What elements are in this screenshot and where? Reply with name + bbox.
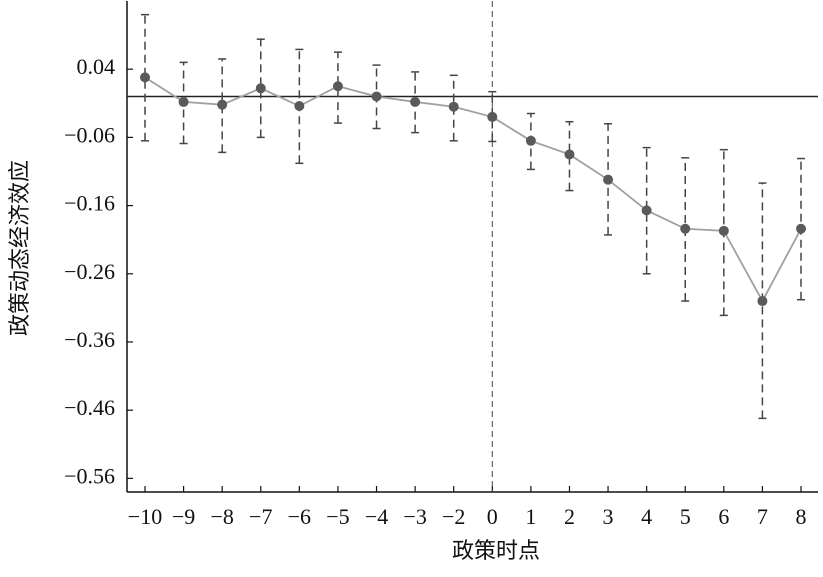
data-point <box>448 101 459 112</box>
x-tick-label: −3 <box>403 504 426 529</box>
x-tick-label: 1 <box>525 504 536 529</box>
data-point <box>603 174 614 185</box>
data-point <box>718 225 729 236</box>
x-tick-label: 5 <box>680 504 691 529</box>
y-tick-label: 0.04 <box>77 54 116 79</box>
data-point <box>140 72 150 83</box>
y-tick-label: −0.56 <box>64 463 115 488</box>
data-point <box>487 111 498 122</box>
x-tick-label: −10 <box>128 504 162 529</box>
series-line <box>144 76 802 303</box>
y-tick-label: −0.26 <box>64 259 115 284</box>
x-tick-label: −8 <box>210 504 233 529</box>
data-point <box>217 99 228 110</box>
y-tick-label: −0.16 <box>64 191 115 216</box>
x-tick-label: −4 <box>365 504 388 529</box>
data-point <box>641 205 652 216</box>
data-point <box>294 101 305 112</box>
data-point <box>757 296 768 307</box>
x-tick-label: −7 <box>249 504 272 529</box>
y-tick-label: −0.46 <box>64 395 115 420</box>
y-tick-label: −0.06 <box>64 122 115 147</box>
x-tick-label: 4 <box>641 504 652 529</box>
data-point <box>564 149 575 160</box>
x-tick-label: 6 <box>718 504 729 529</box>
y-tick-label: −0.36 <box>64 327 115 352</box>
data-point <box>410 96 421 107</box>
x-tick-label: 7 <box>757 504 768 529</box>
x-tick-label: −2 <box>442 504 465 529</box>
data-point <box>371 91 382 102</box>
data-point <box>680 223 691 234</box>
x-tick-label: 2 <box>564 504 575 529</box>
x-tick-label: −5 <box>326 504 349 529</box>
data-point <box>255 83 266 94</box>
data-point <box>796 223 806 234</box>
x-axis-label: 政策时点 <box>452 538 540 563</box>
data-point <box>178 96 189 107</box>
x-tick-label: −9 <box>172 504 195 529</box>
x-tick-label: −6 <box>288 504 311 529</box>
x-tick-label: 8 <box>796 504 807 529</box>
data-point <box>332 81 343 92</box>
x-tick-label: 3 <box>603 504 614 529</box>
data-point <box>525 135 536 146</box>
x-tick-label: 0 <box>487 504 498 529</box>
y-axis-label: 政策动态经济效应 <box>7 160 32 336</box>
